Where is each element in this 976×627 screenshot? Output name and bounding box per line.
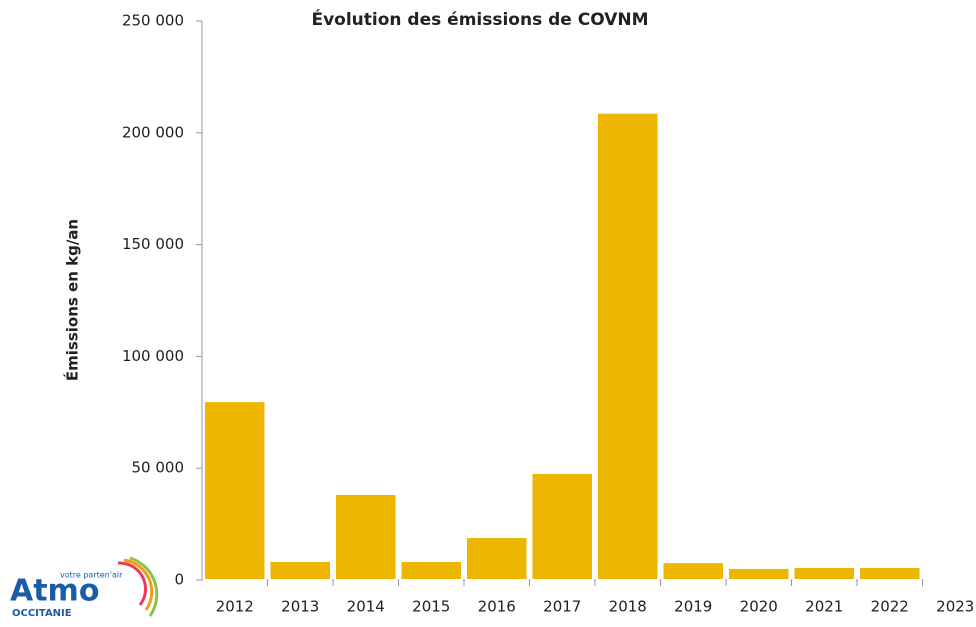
bar [268, 559, 332, 582]
bar [923, 577, 976, 582]
x-tick-label: 2021 [805, 598, 843, 616]
logo-arc [117, 561, 148, 606]
y-tick-label: 250 000 [122, 12, 184, 30]
chart-title: Évolution des émissions de COVNM [311, 8, 648, 30]
y-tick-label: 0 [174, 571, 184, 589]
bar [596, 111, 660, 582]
logo-tagline: votre parten'air [60, 571, 123, 580]
bar [203, 400, 267, 581]
logo-arc [123, 558, 154, 611]
bar [858, 566, 922, 581]
bar [465, 536, 529, 581]
y-axis-label: Émissions en kg/an [63, 219, 82, 381]
bar [727, 566, 791, 581]
bar [399, 559, 463, 582]
logo-region: OCCITANIE [12, 608, 72, 619]
logo-arc [129, 556, 159, 617]
logo-name: Atmo [10, 574, 99, 609]
x-tick-label: 2023 [936, 598, 974, 616]
bar [792, 566, 856, 581]
x-tick-label: 2014 [347, 598, 385, 616]
x-tick-label: 2022 [871, 598, 909, 616]
x-tick-label: 2017 [543, 598, 581, 616]
bar [661, 561, 725, 581]
y-tick-label: 150 000 [122, 235, 184, 253]
x-tick-label: 2018 [609, 598, 647, 616]
y-tick-label: 200 000 [122, 123, 184, 141]
x-tick-label: 2013 [281, 598, 319, 616]
y-tick-label: 100 000 [122, 347, 184, 365]
bar [530, 471, 594, 581]
x-tick-label: 2015 [412, 598, 450, 616]
logo: votre parten'air Atmo OCCITANIE [10, 556, 159, 619]
x-tick-label: 2020 [740, 598, 778, 616]
x-tick-label: 2019 [674, 598, 712, 616]
x-tick-label: 2012 [216, 598, 254, 616]
y-tick-label: 50 000 [132, 459, 185, 477]
bar [334, 492, 398, 581]
x-tick-label: 2016 [478, 598, 516, 616]
